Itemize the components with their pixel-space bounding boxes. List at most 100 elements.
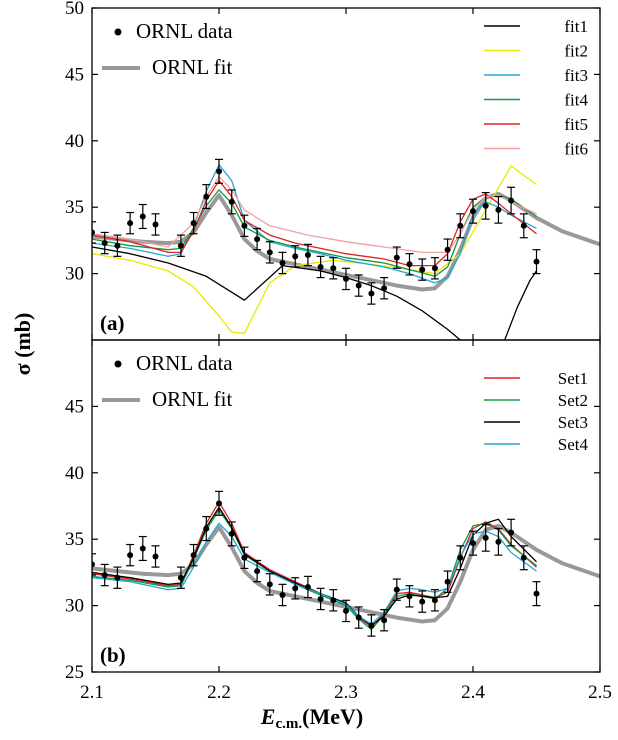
legend-marker-ornl-data [114,28,122,36]
legend-label-ornl-data: ORNL data [136,351,233,375]
data-point [443,238,452,261]
data-point [278,583,287,607]
data-point [253,559,262,583]
data-point [100,231,109,255]
data-point [456,213,465,239]
y-tick-label: 30 [65,264,84,285]
data-point [316,255,325,279]
data-point [430,589,439,612]
y-axis-title: σ (mb) [10,313,35,376]
y-tick-label: 45 [65,64,84,85]
data-point [481,523,490,552]
data-point [303,575,312,599]
y-tick-label: 40 [65,463,84,484]
panel-label: (a) [100,311,125,335]
data-point [456,545,465,571]
x-tick-label: 2.4 [461,682,485,703]
x-axis-title-subscript: c.m. [275,716,302,732]
x-axis-title: Ec.m.(MeV) [260,704,363,732]
data-point [354,606,363,629]
data-point [469,198,477,224]
data-point [265,573,274,596]
data-point [380,608,389,632]
legend-label-ornl-data: ORNL data [136,19,233,43]
data-point [507,186,516,215]
data-point [202,184,211,210]
data-point [227,521,236,547]
x-tick-label: 2.3 [334,682,358,703]
y-tick-label: 40 [65,131,84,152]
data-point [469,530,477,556]
data-point [367,282,376,305]
data-point [92,553,96,576]
x-tick-label: 2.1 [80,682,104,703]
data-point [278,251,287,275]
y-tick-label: 35 [65,197,84,218]
panel-label: (b) [100,643,126,667]
data-point [240,546,249,570]
data-point [126,211,135,235]
legend-label-set4: Set4 [558,435,589,454]
panel-b: 25 30 35 40 45 2.1 2.2 2.3 2.4 2.5 (b) ORNL data ORN… [65,339,612,703]
data-point [138,535,147,562]
data-point [342,599,350,623]
legend-label-fit2: fit2 [564,42,588,61]
data-point [113,566,122,589]
data-point [418,258,427,281]
data-point [113,234,122,257]
legend-label-set1: Set1 [558,369,588,388]
data-point [494,527,503,556]
data-point [253,227,262,251]
data-point [92,221,96,244]
legend-label-fit3: fit3 [564,66,588,85]
legend-label-set3: Set3 [558,413,588,432]
series-fit4-4 [92,189,537,277]
data-point [532,249,541,275]
data-point [392,246,401,269]
y-tick-label: 45 [65,396,84,417]
data-point [392,578,401,601]
data-point [519,213,528,239]
y-tick-label: 25 [65,662,84,683]
data-point [291,245,300,268]
legend-label-ornl-fit: ORNL fit [152,55,232,79]
data-point [329,257,338,280]
data-point [418,590,427,613]
y-tick-label: 30 [65,596,84,617]
data-point [405,585,414,608]
legend-marker-ornl-data [114,360,122,368]
data-point [240,214,249,238]
plot-area [92,490,600,637]
data-point [189,211,198,235]
legend-label-ornl-fit: ORNL fit [152,387,232,411]
data-point [151,213,160,236]
data-point [494,195,503,224]
legend-label-fit1: fit1 [564,17,588,36]
data-point [380,276,389,300]
legend-label-fit5: fit5 [564,115,588,134]
data-point [291,577,300,600]
data-point [176,234,185,257]
data-point [215,490,223,516]
data-point [519,545,528,571]
data-point [100,563,109,587]
data-point [303,243,312,267]
y-tick-label: 50 [65,0,84,19]
panel-a: 30 35 40 45 50 (a) ORNL data ORNL fit fit1 fit2 fi… [65,0,601,341]
x-axis-title-main: E [260,704,276,729]
data-point [430,257,439,280]
data-point [354,274,363,297]
data-point [265,241,274,264]
data-point [138,203,147,230]
data-point [507,518,516,547]
x-tick-label: 2.5 [588,682,612,703]
data-point [176,566,185,589]
series-fit6-6 [92,176,537,254]
data-point [227,189,236,215]
x-tick-label: 2.2 [207,682,231,703]
data-point [532,581,541,607]
series-fit1-1 [504,270,538,340]
data-point [215,158,223,184]
data-point [481,191,490,220]
